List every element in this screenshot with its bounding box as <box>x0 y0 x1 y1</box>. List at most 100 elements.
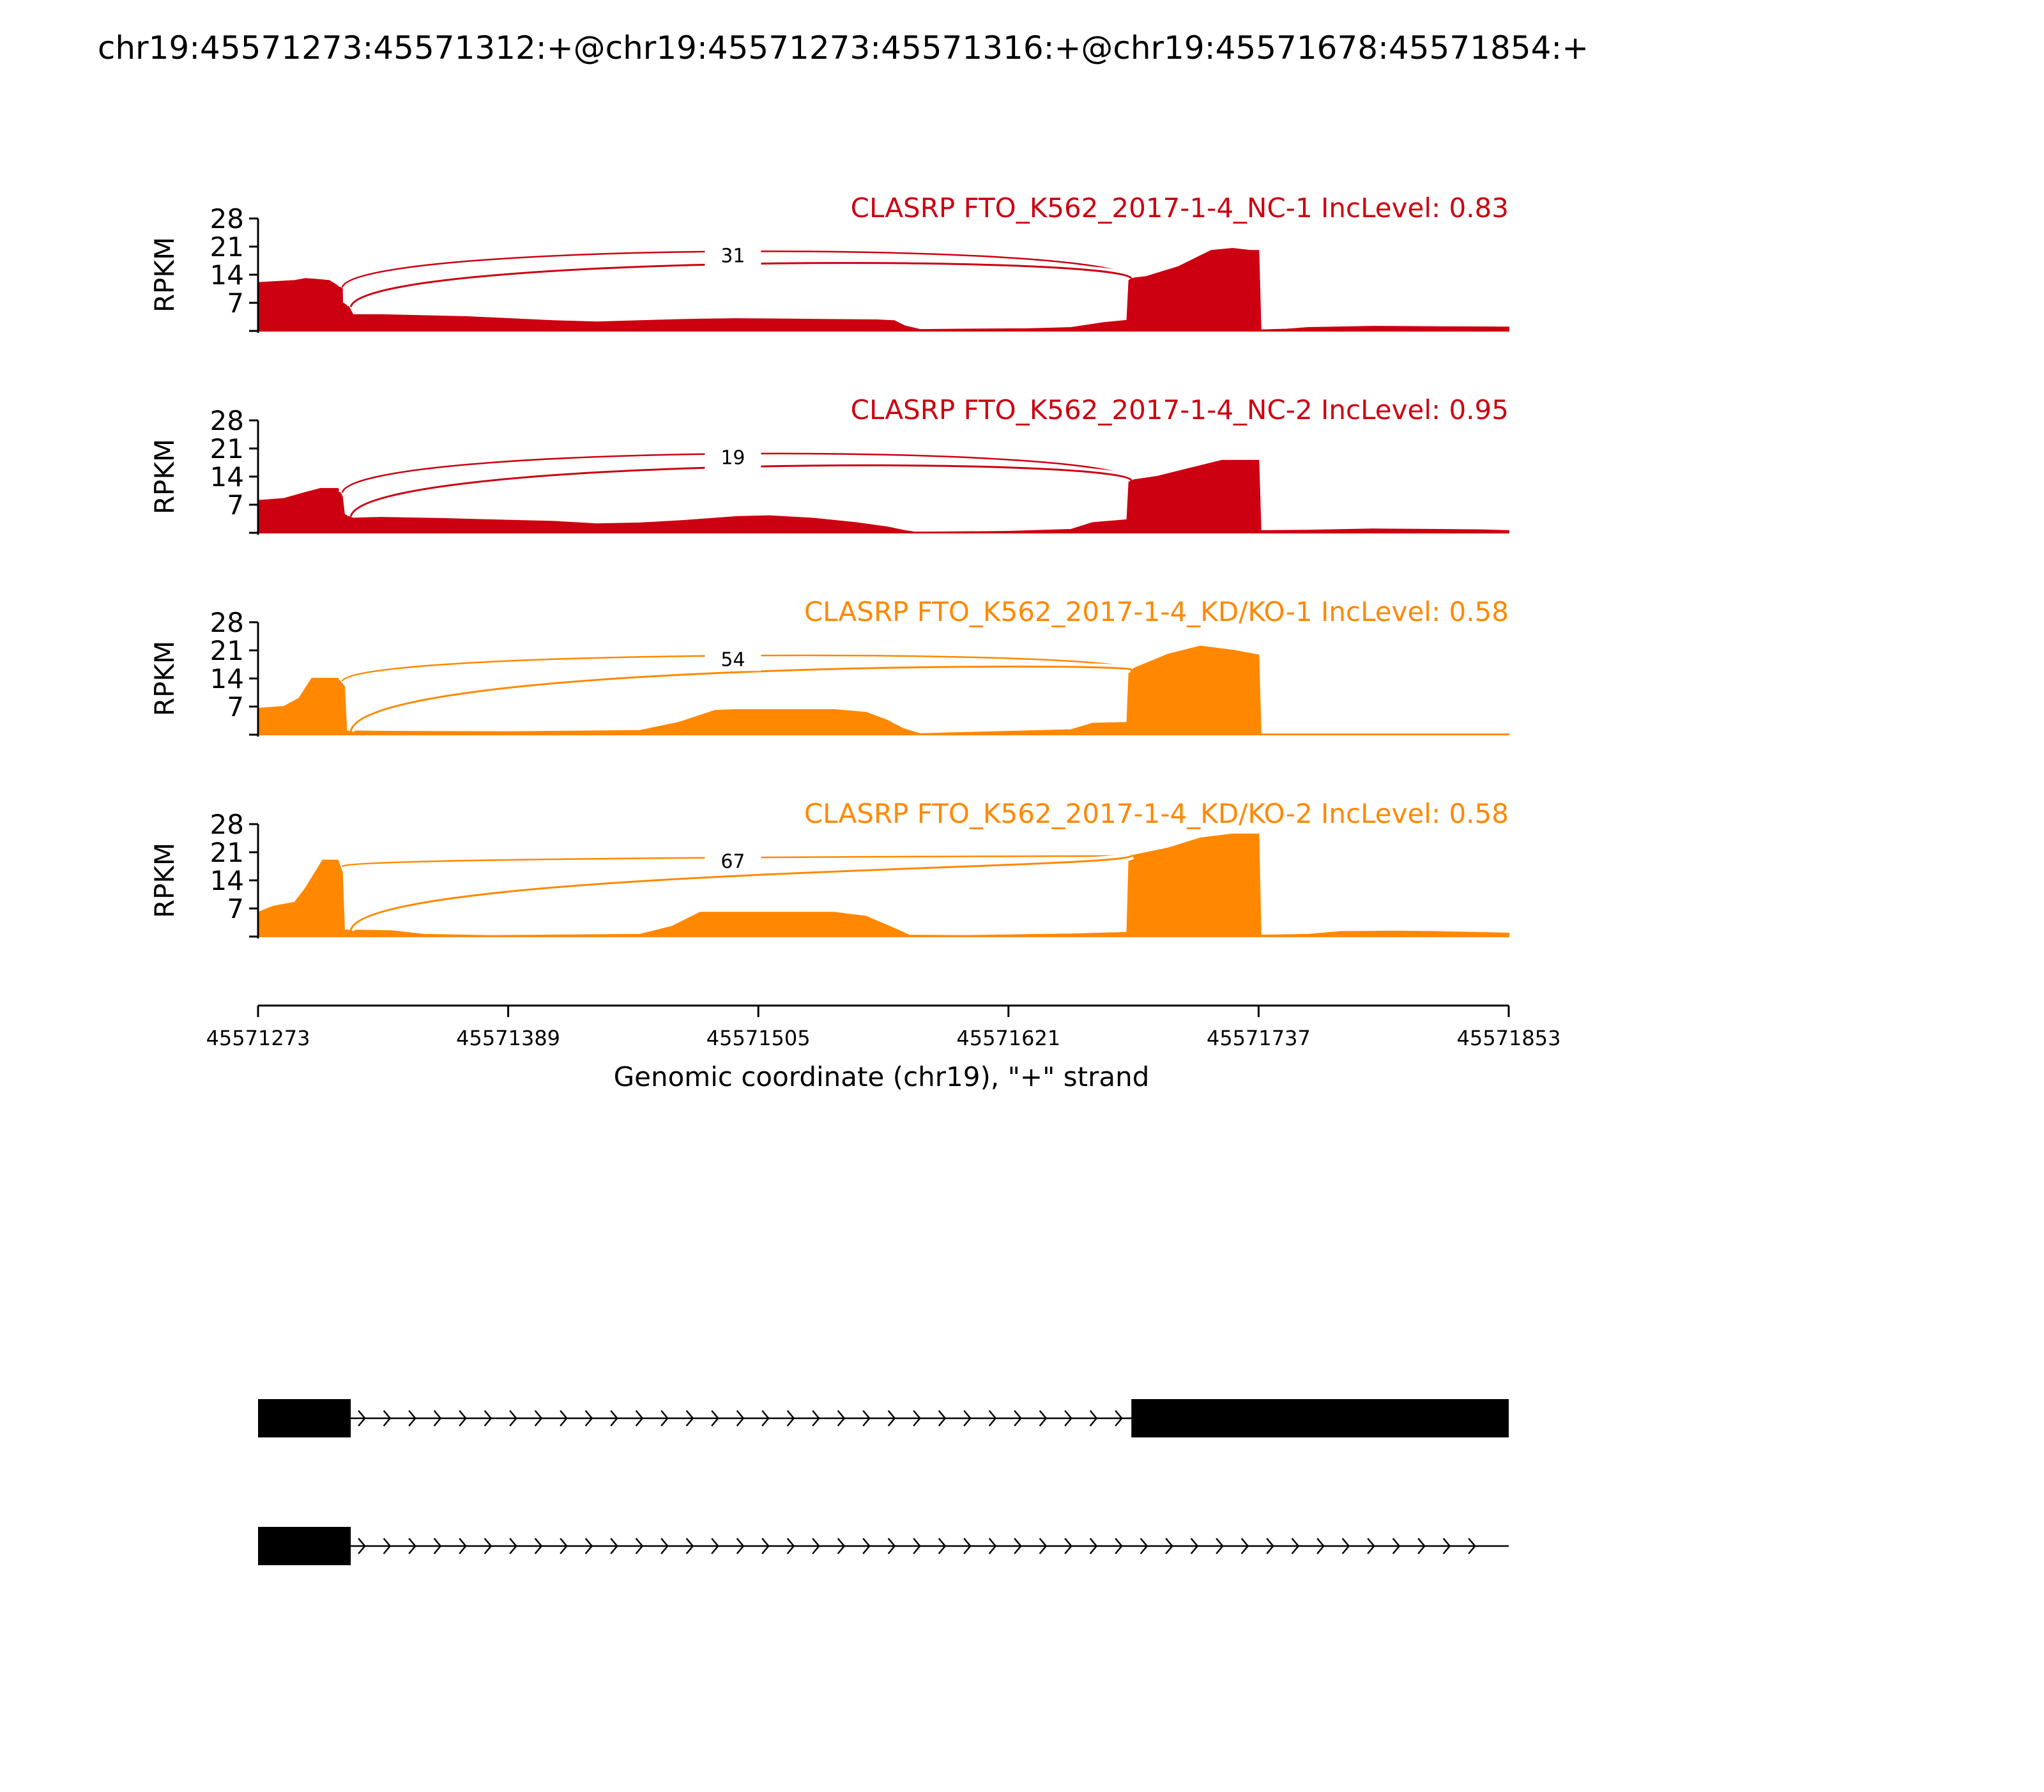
y-tick-label: 21 <box>210 635 244 666</box>
strand-chevron <box>660 1410 669 1427</box>
y-tick-label: 7 <box>227 893 244 924</box>
strand-chevron <box>433 1410 442 1427</box>
strand-chevron <box>509 1538 517 1554</box>
strand-chevron <box>560 1410 568 1427</box>
x-tick-label: 45571389 <box>456 1026 560 1050</box>
strand-chevron <box>837 1538 846 1554</box>
strand-chevron <box>685 1410 694 1427</box>
track-title: CLASRP FTO_K562_2017-1-4_NC-2 IncLevel: … <box>851 394 1509 425</box>
strand-chevron <box>1064 1538 1072 1554</box>
strand-chevron <box>1115 1410 1123 1427</box>
strand-chevron <box>459 1410 467 1427</box>
strand-chevron <box>1266 1538 1274 1554</box>
y-tick-label: 14 <box>210 461 244 493</box>
junction-count-label: 31 <box>721 245 745 267</box>
strand-chevron <box>1039 1538 1048 1554</box>
strand-chevron <box>761 1410 770 1427</box>
strand-chevron <box>1190 1538 1199 1554</box>
junction-count-bg <box>705 851 761 873</box>
junction-count-label: 67 <box>721 850 745 873</box>
strand-chevron <box>635 1410 644 1427</box>
exon-block <box>1131 1399 1509 1437</box>
strand-chevron <box>433 1538 442 1554</box>
strand-chevron <box>358 1410 366 1427</box>
y-axis-label: RPKM <box>149 237 180 312</box>
junction-count-label: 19 <box>721 447 745 469</box>
strand-chevron <box>913 1538 921 1554</box>
track-panel-4: 67 CLASRP FTO_K562_2017-1-4_KD/KO-2 IncLe… <box>149 798 1509 938</box>
strand-chevron <box>812 1410 820 1427</box>
y-tick-label: 21 <box>210 433 244 464</box>
strand-chevron <box>534 1538 543 1554</box>
exon-block <box>258 1527 351 1565</box>
strand-chevron <box>459 1538 467 1554</box>
junction-arc <box>349 665 1132 731</box>
strand-chevron <box>584 1410 593 1427</box>
strand-chevron <box>1089 1410 1098 1427</box>
strand-chevron <box>1468 1538 1476 1554</box>
strand-chevron <box>635 1538 644 1554</box>
junction-count-bg <box>705 245 761 268</box>
y-tick-label: 21 <box>210 837 244 868</box>
junction-arc-casing <box>347 259 1135 309</box>
strand-chevron <box>1089 1538 1098 1554</box>
strand-chevron <box>560 1538 568 1554</box>
y-tick-label: 28 <box>210 203 244 234</box>
strand-chevron <box>484 1538 492 1554</box>
x-tick-label: 45571737 <box>1207 1026 1311 1050</box>
strand-chevron <box>711 1410 719 1427</box>
isoform-2 <box>258 1527 1509 1565</box>
track-panel-1: 31 CLASRP FTO_K562_2017-1-4_NC-1 IncLevel… <box>149 192 1509 333</box>
strand-chevron <box>509 1410 517 1427</box>
y-tick-label: 28 <box>210 809 244 840</box>
x-axis: Genomic coordinate (chr19), "+" strand 4… <box>206 1004 1560 1092</box>
strand-chevron <box>408 1538 416 1554</box>
y-tick-label: 7 <box>227 691 244 723</box>
gene-structure-layer <box>258 1399 1509 1565</box>
strand-chevron <box>963 1410 972 1427</box>
junction-arc <box>349 262 1133 307</box>
strand-chevron <box>1140 1538 1148 1554</box>
strand-chevron <box>761 1538 770 1554</box>
strand-chevron <box>1442 1538 1451 1554</box>
y-tick-label: 21 <box>210 231 244 263</box>
y-tick-label: 7 <box>227 287 244 319</box>
strand-chevron <box>1341 1538 1350 1554</box>
tracks-layer: 31 CLASRP FTO_K562_2017-1-4_NC-1 IncLevel… <box>149 192 1509 938</box>
strand-chevron <box>786 1538 795 1554</box>
y-tick-label: 28 <box>210 405 244 436</box>
strand-chevron <box>812 1538 820 1554</box>
figure-title: chr19:45571273:45571312:+@chr19:45571273… <box>98 29 1589 66</box>
strand-chevron <box>408 1410 416 1427</box>
y-tick-label: 7 <box>227 489 244 521</box>
strand-chevron <box>938 1538 947 1554</box>
isoform-1 <box>258 1399 1509 1437</box>
junction-arc <box>349 855 1133 931</box>
strand-chevron <box>1064 1410 1072 1427</box>
y-axis-label: RPKM <box>149 439 180 514</box>
strand-chevron <box>584 1538 593 1554</box>
strand-chevron <box>358 1538 366 1554</box>
strand-chevron <box>610 1538 618 1554</box>
strand-chevron <box>1115 1538 1123 1554</box>
strand-chevron <box>786 1410 795 1427</box>
strand-chevron <box>383 1410 392 1427</box>
strand-chevron <box>913 1410 921 1427</box>
x-axis-label: Genomic coordinate (chr19), "+" strand <box>614 1061 1150 1092</box>
strand-chevron <box>610 1410 618 1427</box>
junction-arc-casing <box>347 461 1135 519</box>
strand-chevron <box>887 1410 896 1427</box>
track-title: CLASRP FTO_K562_2017-1-4_KD/KO-1 IncLeve… <box>804 596 1509 627</box>
strand-chevron <box>938 1410 947 1427</box>
strand-chevron <box>383 1538 392 1554</box>
track-panel-3: 54 CLASRP FTO_K562_2017-1-4_KD/KO-1 IncLe… <box>149 596 1509 737</box>
track-panel-2: 19 CLASRP FTO_K562_2017-1-4_NC-2 IncLevel… <box>149 394 1509 535</box>
track-title: CLASRP FTO_K562_2017-1-4_NC-1 IncLevel: … <box>851 192 1509 224</box>
strand-chevron <box>685 1538 694 1554</box>
coverage-area <box>257 459 1509 533</box>
strand-chevron <box>988 1410 997 1427</box>
strand-chevron <box>1316 1538 1325 1554</box>
strand-chevron <box>711 1538 719 1554</box>
strand-chevron <box>988 1538 997 1554</box>
